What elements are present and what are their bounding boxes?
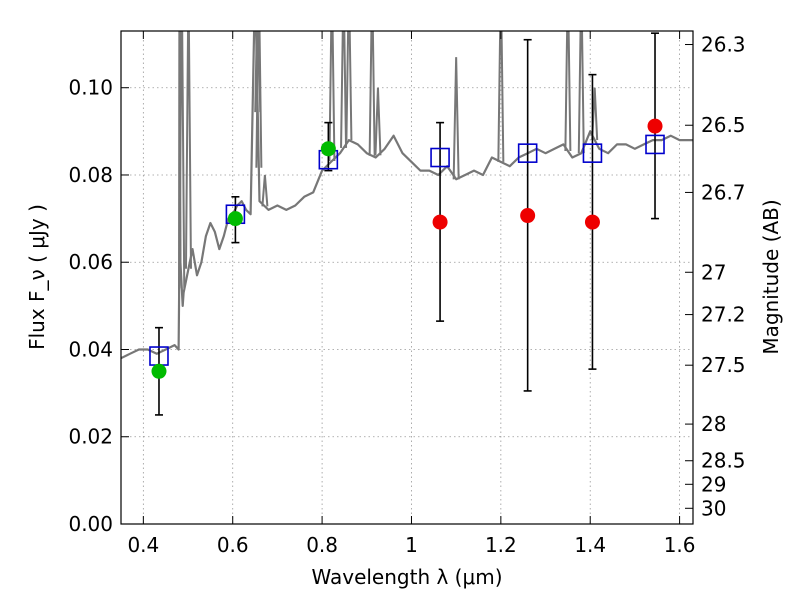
x-tick-label: 0.4 (127, 533, 159, 557)
grid (121, 31, 693, 525)
sed-emission-line (497, 31, 505, 162)
x-tick-label: 1 (405, 533, 418, 557)
sed-emission-line (452, 57, 460, 180)
right-tick-label: 27.2 (701, 303, 746, 327)
sed-emission-line (345, 31, 353, 141)
right-tick-label: 30 (701, 496, 726, 520)
green-flux-point (151, 363, 167, 379)
right-tick-label: 28 (701, 412, 726, 436)
sed-emission-line (178, 31, 186, 289)
right-tick-label: 26.5 (701, 113, 746, 137)
data-markers (149, 118, 665, 379)
sed-emission-line (328, 31, 336, 162)
x-tick-label: 0.8 (306, 533, 338, 557)
green-flux-point (227, 211, 243, 227)
red-flux-point (520, 208, 536, 224)
plot-frame (120, 30, 694, 525)
x-tick-label: 0.6 (217, 533, 249, 557)
model-flux-square (430, 147, 450, 168)
x-tick-label: 1.6 (664, 533, 696, 557)
sed-emission-line (577, 31, 585, 154)
sed-emission-line (261, 174, 269, 207)
right-tick-label: 29 (701, 472, 726, 496)
x-tick-label: 1.4 (574, 533, 606, 557)
sed-emission-line (368, 31, 376, 156)
right-tick-label: 26.3 (701, 33, 746, 57)
y-tick-label: 0.06 (68, 250, 113, 274)
y-tick-label: 0.02 (68, 425, 113, 449)
sed-emission-line (255, 31, 263, 168)
sed-spectrum (121, 31, 693, 360)
y-tick-label: 0.00 (68, 512, 113, 536)
red-flux-point (647, 118, 663, 134)
x-tick-label: 1.2 (485, 533, 517, 557)
green-flux-point (320, 141, 336, 157)
sed-emission-line (184, 31, 192, 269)
axis-ticks: 0.4 0.6 0.8 1 1.2 1.4 1.6 0.00 0.02 0.04 0.06 0.08 0… (68, 31, 746, 557)
y-tick-label: 0.10 (68, 76, 113, 100)
model-flux-square (517, 143, 538, 163)
sed-emission-line (564, 31, 572, 151)
model-flux-square (582, 143, 603, 163)
right-axis-title: Magnitude (AB) (759, 199, 783, 354)
x-axis-title: Wavelength λ (μm) (311, 565, 502, 589)
sed-continuum-line (121, 31, 693, 360)
y-tick-label: 0.04 (68, 337, 113, 361)
red-flux-point (432, 214, 448, 230)
y-tick-label: 0.08 (68, 163, 113, 187)
right-tick-label: 28.5 (701, 449, 746, 473)
red-flux-point (584, 214, 600, 230)
right-tick-label: 26.7 (701, 180, 746, 204)
sed-emission-line (340, 31, 348, 148)
y-axis-title: Flux F_ν ( μJy ) (25, 204, 49, 350)
right-tick-label: 27.5 (701, 353, 746, 377)
sed-emission-line (374, 87, 382, 156)
model-flux-square (645, 134, 665, 155)
right-tick-label: 27 (701, 260, 726, 284)
